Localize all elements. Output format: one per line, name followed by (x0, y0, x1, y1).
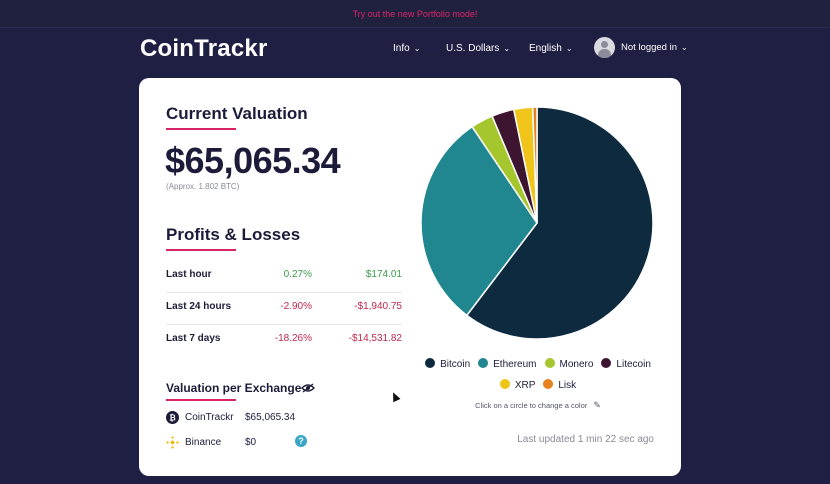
avatar-icon (594, 37, 615, 58)
legend-item-ethereum[interactable]: Ethereum (478, 358, 537, 370)
pie-slice-lisk[interactable] (531, 106, 538, 224)
legend-label: Lisk (558, 380, 577, 391)
binance-logo-icon (166, 436, 179, 449)
currency-menu-label: U.S. Dollars (446, 43, 500, 54)
valuation-approx: (Approx. 1.802 BTC) (166, 182, 240, 191)
svg-text:₿: ₿ (169, 414, 176, 423)
pie-slice-bitcoin[interactable] (465, 106, 654, 340)
legend-label: Ethereum (493, 359, 537, 370)
legend-item-monero[interactable]: Monero (544, 358, 594, 370)
title-underline (166, 128, 236, 130)
change-value: $174.01 (365, 269, 402, 280)
cointrackr-logo-icon: ₿ (166, 411, 179, 424)
change-value: -$1,940.75 (354, 301, 402, 312)
chevron-down-icon: ⌄ (565, 44, 573, 53)
language-menu-label: English (529, 43, 562, 54)
valuation-per-exchange-title: Valuation per Exchange (166, 381, 302, 395)
change-percent: 0.27% (283, 269, 312, 280)
info-menu[interactable]: Info ⌄ (393, 43, 420, 54)
legend-item-xrp[interactable]: XRP (499, 379, 536, 391)
legend-item-litecoin[interactable]: Litecoin (601, 358, 651, 370)
period-label: Last 24 hours (166, 301, 232, 312)
legend-color-dot[interactable] (544, 358, 555, 368)
exchange-name: CoinTrackr (185, 412, 234, 423)
help-icon[interactable]: ? (295, 435, 307, 447)
valuation-amount: $65,065.34 (165, 140, 341, 181)
profits-losses-table: Last hour 0.27% $174.01 Last 24 hours -2… (166, 261, 402, 356)
info-menu-label: Info (393, 43, 410, 54)
language-menu[interactable]: English ⌄ (529, 43, 573, 54)
table-row: Last 7 days -18.26% -$14,531.82 (166, 325, 402, 356)
legend-color-dot[interactable] (499, 379, 510, 389)
portfolio-pie-chart[interactable] (419, 105, 655, 341)
exchange-amount: $65,065.34 (245, 412, 296, 423)
chevron-down-icon: ⌄ (413, 44, 421, 53)
top-navigation: CoinTrackr Info ⌄ U.S. Dollars ⌄ English ⌄ … (0, 27, 830, 73)
legend-label: Bitcoin (440, 359, 471, 370)
change-percent: -2.90% (280, 301, 312, 312)
change-value: -$14,531.82 (348, 333, 402, 344)
legend-label: Litecoin (616, 359, 651, 370)
brush-icon: ✎ (593, 400, 601, 410)
brand-logo[interactable]: CoinTrackr (140, 35, 268, 62)
dashboard-card: Current Valuation $65,065.34 (Approx. 1.… (139, 78, 681, 476)
chart-legend: Bitcoin Ethereum Monero Litecoin XRP Lisk (417, 358, 659, 400)
exchange-name: Binance (185, 437, 222, 448)
color-hint-text: Click on a circle to change a color (475, 401, 588, 410)
legend-color-dot[interactable] (543, 379, 554, 389)
chevron-down-icon: ⌄ (503, 44, 511, 53)
user-menu-label: Not logged in ⌄ (621, 42, 688, 53)
period-label: Last 7 days (166, 333, 221, 344)
title-underline (166, 249, 236, 251)
profits-losses-title: Profits & Losses (166, 225, 301, 244)
color-hint: Click on a circle to change a color ✎ (417, 400, 659, 411)
table-row: Last 24 hours -2.90% -$1,940.75 (166, 293, 402, 325)
current-valuation-title: Current Valuation (166, 104, 308, 123)
pie-slice-ethereum[interactable] (420, 125, 538, 317)
hide-eye-icon[interactable] (301, 383, 315, 393)
legend-color-dot[interactable] (601, 358, 612, 368)
legend-color-dot[interactable] (425, 358, 436, 368)
currency-menu[interactable]: U.S. Dollars ⌄ (446, 43, 510, 54)
portfolio-banner[interactable]: Try out the new Portfolio mode! (0, 0, 830, 28)
last-updated: Last updated 1 min 22 sec ago (517, 434, 654, 445)
legend-label: XRP (514, 380, 536, 391)
exchange-amount: $0 (245, 437, 257, 448)
legend-color-dot[interactable] (478, 358, 489, 368)
change-percent: -18.26% (274, 333, 312, 344)
legend-item-bitcoin[interactable]: Bitcoin (425, 358, 470, 370)
chevron-down-icon: ⌄ (680, 43, 688, 52)
title-underline (166, 399, 236, 401)
period-label: Last hour (166, 269, 212, 280)
table-row: Last hour 0.27% $174.01 (166, 261, 402, 293)
legend-item-lisk[interactable]: Lisk (543, 379, 576, 391)
legend-label: Monero (559, 359, 594, 370)
